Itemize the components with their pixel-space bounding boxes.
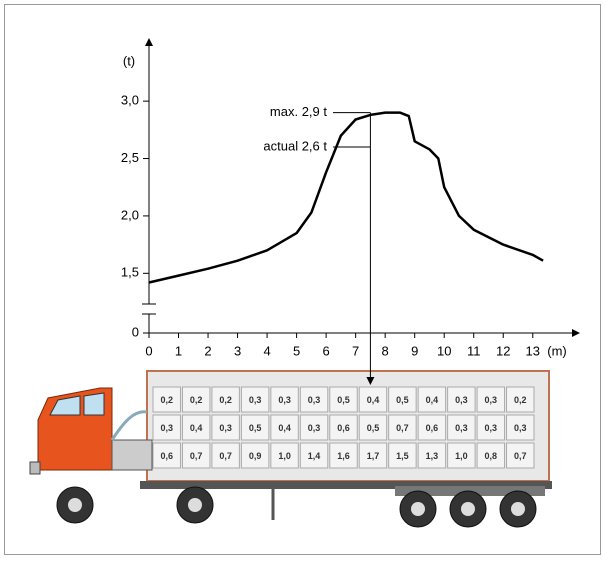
table-value: 0,7 — [190, 451, 203, 461]
x-tick-label: 6 — [323, 343, 330, 358]
table-value: 0,3 — [160, 423, 173, 433]
table-value: 0,3 — [455, 395, 468, 405]
table-value: 0,2 — [514, 395, 527, 405]
y-tick-label: 2,5 — [121, 150, 139, 165]
table-value: 1,3 — [426, 451, 439, 461]
fuel-tank — [112, 440, 152, 470]
table-value: 1,7 — [367, 451, 380, 461]
table-value: 1,6 — [337, 451, 350, 461]
table-value: 0,3 — [308, 395, 321, 405]
annotation: actual 2,6 t — [263, 138, 327, 153]
x-tick-label: 1 — [175, 343, 182, 358]
x-tick-label: 2 — [204, 343, 211, 358]
table-value: 0,8 — [485, 451, 498, 461]
table-value: 0,6 — [337, 423, 350, 433]
table-value: 1,0 — [455, 451, 468, 461]
x-tick-label: 13 — [526, 343, 540, 358]
x-tick-label: 9 — [411, 343, 418, 358]
table-value: 0,3 — [278, 395, 291, 405]
table-value: 0,3 — [514, 423, 527, 433]
table-value: 0,3 — [249, 395, 262, 405]
table-value: 0,6 — [426, 423, 439, 433]
table-value: 0,7 — [514, 451, 527, 461]
table-value: 1,4 — [308, 451, 321, 461]
y-tick-label: 1,5 — [121, 265, 139, 280]
y-tick-label: 2,0 — [121, 207, 139, 222]
table-value: 0,4 — [190, 423, 203, 433]
chart: (t)(m)01,52,02,53,0012345678910111213max… — [0, 0, 606, 560]
y-tick-label: 3,0 — [121, 93, 139, 108]
table-value: 0,3 — [219, 423, 232, 433]
table-value: 0,7 — [396, 423, 409, 433]
x-tick-label: 7 — [352, 343, 359, 358]
table-value: 0,5 — [337, 395, 350, 405]
cab-window — [84, 393, 104, 415]
table-value: 0,3 — [308, 423, 321, 433]
table-value: 0,7 — [219, 451, 232, 461]
table-value: 0,6 — [160, 451, 173, 461]
table-value: 0,4 — [367, 395, 380, 405]
x-tick-label: 8 — [382, 343, 389, 358]
table-value: 0,4 — [426, 395, 439, 405]
table-value: 0,3 — [485, 395, 498, 405]
table-value: 1,0 — [278, 451, 291, 461]
bumper — [30, 462, 40, 474]
x-tick-label: 0 — [145, 343, 152, 358]
x-tick-label: 12 — [496, 343, 510, 358]
x-tick-label: 11 — [467, 343, 481, 358]
table-value: 0,3 — [485, 423, 498, 433]
table-value: 0,5 — [249, 423, 262, 433]
table-value: 0,5 — [367, 423, 380, 433]
x-tick-label: 3 — [234, 343, 241, 358]
table-value: 0,2 — [190, 395, 203, 405]
y-axis-label: (t) — [123, 53, 135, 68]
table-value: 1,5 — [396, 451, 409, 461]
y-tick-label: 0 — [132, 324, 139, 339]
table-value: 0,5 — [396, 395, 409, 405]
x-tick-label: 10 — [437, 343, 451, 358]
table-value: 0,2 — [219, 395, 232, 405]
table-value: 0,4 — [278, 423, 291, 433]
annotation: max. 2,9 t — [270, 104, 327, 119]
x-axis-label: (m) — [547, 343, 567, 358]
x-tick-label: 5 — [293, 343, 300, 358]
table-value: 0,3 — [455, 423, 468, 433]
table-value: 0,9 — [249, 451, 262, 461]
x-tick-label: 4 — [263, 343, 270, 358]
table-value: 0,2 — [160, 395, 173, 405]
